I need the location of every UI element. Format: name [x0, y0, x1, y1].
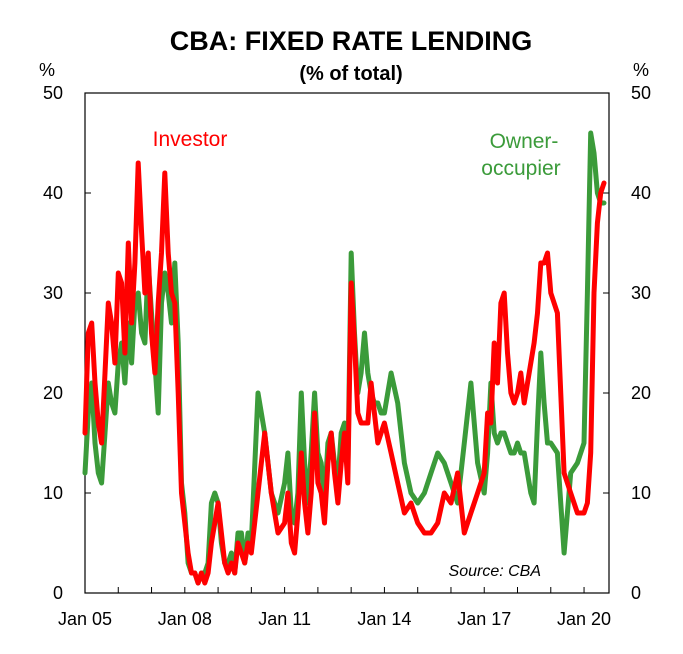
- right-y-tick-label: 50: [631, 83, 651, 103]
- chart-title: CBA: FIXED RATE LENDING: [170, 26, 533, 56]
- owner-occupier-label: Owner-occupier: [481, 130, 560, 180]
- right-y-axis: 0 10 20 30 40 50: [603, 83, 651, 603]
- x-axis: Jan 05 Jan 08 Jan 11 Jan 14 Jan 17 Jan 20: [58, 587, 611, 629]
- right-y-tick-label: 0: [631, 583, 641, 603]
- left-y-tick-label: 50: [43, 83, 63, 103]
- owner-occupier-label-line: occupier: [481, 157, 560, 180]
- owner-occupier-label-line: Owner-: [490, 130, 559, 153]
- owner-occupier-series-line: [82, 130, 607, 586]
- x-tick-label: Jan 11: [258, 609, 311, 629]
- left-y-tick-label: 40: [43, 183, 63, 203]
- left-y-tick-label: 20: [43, 383, 63, 403]
- x-tick-label: Jan 05: [58, 609, 112, 629]
- right-axis-unit: %: [633, 60, 649, 80]
- right-y-tick-label: 20: [631, 383, 651, 403]
- series-layer: [82, 130, 607, 586]
- left-axis-unit: %: [39, 60, 55, 80]
- right-y-tick-label: 30: [631, 283, 651, 303]
- plot-area-frame: [84, 92, 610, 594]
- x-tick-label: Jan 20: [557, 609, 611, 629]
- source-note: Source: CBA: [449, 563, 541, 580]
- x-tick-label: Jan 17: [457, 609, 511, 629]
- left-y-tick-label: 10: [43, 483, 63, 503]
- legend-labels: Investor Owner-occupier: [153, 128, 561, 180]
- x-tick-label: Jan 14: [357, 609, 411, 629]
- chart-subtitle: (% of total): [299, 63, 402, 85]
- left-y-tick-label: 30: [43, 283, 63, 303]
- x-tick-label: Jan 08: [158, 609, 212, 629]
- left-y-axis: 0 10 20 30 40 50: [43, 83, 91, 603]
- right-y-tick-label: 10: [631, 483, 651, 503]
- investor-label: Investor: [153, 128, 228, 151]
- investor-series-line: [82, 160, 607, 586]
- right-y-tick-label: 40: [631, 183, 651, 203]
- left-y-tick-label: 0: [53, 583, 63, 603]
